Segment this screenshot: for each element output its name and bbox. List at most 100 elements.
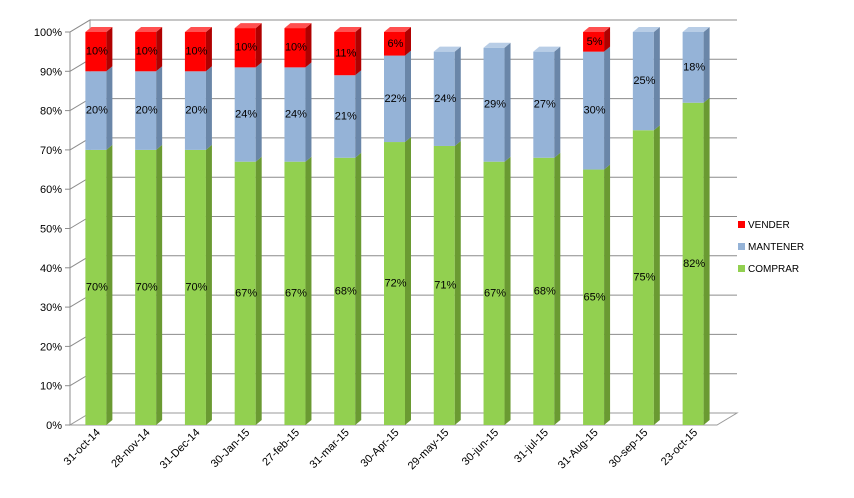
bar-segment-comprar	[483, 161, 505, 425]
bar-top-vender	[234, 23, 262, 29]
bar-segment-comprar	[682, 102, 704, 426]
data-label-mantener: 20%	[86, 105, 108, 117]
bar-segment-mantener	[632, 32, 654, 131]
bar-side-vender	[156, 27, 163, 72]
data-label-comprar: 71%	[434, 279, 456, 291]
x-tick-label: 30-Apr-15	[359, 427, 402, 470]
bar-top-vender	[135, 27, 163, 32]
bar-segment-comprar	[135, 149, 157, 425]
y-tick-label: 60%	[40, 184, 62, 196]
x-tick-label: 31-oct-14	[62, 427, 103, 468]
bar-top-mantener	[483, 42, 511, 48]
data-label-vender: 10%	[86, 46, 108, 58]
bar-side-comprar	[554, 152, 561, 425]
bar-segment-comprar	[433, 145, 455, 425]
data-label-comprar: 67%	[235, 287, 257, 299]
bar-segment-vender	[384, 32, 405, 56]
bar-side-mantener	[504, 42, 511, 162]
bar-segment-mantener	[334, 75, 356, 158]
data-label-comprar: 72%	[384, 278, 406, 290]
bar-segment-mantener	[85, 71, 107, 150]
y-tick-label: 40%	[40, 263, 62, 275]
bar-segment-comprar	[284, 161, 306, 425]
bar-segment-mantener	[533, 51, 555, 158]
data-label-comprar: 67%	[484, 287, 506, 299]
data-label-vender: 10%	[285, 42, 307, 54]
legend-swatch-vender	[738, 221, 745, 228]
bar-side-comprar	[106, 144, 113, 425]
data-label-mantener: 22%	[384, 93, 406, 105]
x-tick-label: 30-sep-15	[607, 427, 651, 471]
y-tick-label: 10%	[40, 381, 62, 393]
bar-side-mantener	[156, 66, 163, 150]
data-label-vender: 10%	[136, 46, 158, 58]
legend-label-mantener: MANTENER	[748, 242, 804, 253]
x-tick-label: 31-mar-15	[307, 427, 351, 471]
bar-segment-comprar	[384, 142, 405, 426]
data-label-mantener: 24%	[235, 109, 257, 121]
y-tick-label: 0%	[46, 420, 62, 432]
bar-segment-mantener	[284, 67, 306, 162]
data-label-mantener: 25%	[633, 75, 655, 87]
bar-segment-mantener	[135, 71, 157, 150]
bar-side-comprar	[156, 144, 163, 425]
y-tick-label: 100%	[34, 27, 62, 39]
legend-swatch-mantener	[738, 243, 745, 250]
bar-top-mantener	[682, 27, 710, 32]
x-tick-label: 27-feb-15	[260, 427, 302, 469]
y-tick-label: 70%	[40, 145, 62, 157]
data-label-comprar: 70%	[86, 281, 108, 293]
y-tick-label: 50%	[40, 224, 62, 236]
legend-label-vender: VENDER	[748, 220, 790, 231]
bar-side-mantener	[703, 27, 710, 103]
bar-side-comprar	[454, 140, 461, 425]
x-tick-label: 30-Jan-15	[209, 427, 253, 471]
bar-side-mantener	[653, 27, 660, 131]
bar-segment-mantener	[234, 67, 256, 162]
bar-top-vender	[284, 23, 312, 29]
x-tick-label: 28-nov-14	[109, 427, 153, 471]
bar-segment-vender	[334, 32, 356, 76]
bar-segment-comprar	[632, 130, 654, 425]
bar-segment-vender	[234, 28, 256, 68]
bar-segment-mantener	[433, 51, 455, 146]
data-label-comprar: 68%	[534, 285, 556, 297]
x-tick-label: 23-oct-15	[659, 427, 700, 468]
bar-top-mantener	[632, 27, 660, 32]
bar-top-vender	[85, 27, 113, 32]
bar-side-comprar	[604, 164, 611, 426]
data-label-mantener: 20%	[185, 105, 207, 117]
bar-segment-vender	[184, 32, 206, 72]
data-label-vender: 10%	[235, 42, 257, 54]
data-label-comprar: 70%	[136, 281, 158, 293]
bar-segment-vender	[284, 28, 306, 68]
bar-top-vender	[384, 27, 411, 32]
bar-side-comprar	[255, 156, 262, 425]
bar-side-mantener	[106, 66, 113, 150]
bar-side-mantener	[604, 46, 611, 170]
legend-label-comprar: COMPRAR	[748, 264, 799, 275]
data-label-mantener: 24%	[285, 109, 307, 121]
x-tick-label: 29-may-15	[406, 427, 452, 473]
bar-side-vender	[205, 27, 212, 72]
bar-top-vender	[583, 27, 611, 32]
bar-side-vender	[305, 23, 312, 68]
bar-segment-mantener	[184, 71, 206, 150]
bar-segment-comprar	[234, 161, 256, 425]
x-tick-label: 31-Dec-14	[158, 427, 203, 472]
y-tick-label: 30%	[40, 302, 62, 314]
bar-segment-comprar	[583, 169, 605, 425]
data-label-mantener: 21%	[335, 110, 357, 122]
bar-segment-comprar	[533, 157, 555, 425]
x-tick-label: 31-jul-15	[512, 427, 551, 466]
data-label-mantener: 20%	[136, 105, 158, 117]
bar-segment-mantener	[682, 32, 704, 103]
data-label-comprar: 65%	[584, 291, 606, 303]
bar-top-mantener	[533, 46, 561, 52]
gridline	[69, 19, 737, 33]
data-label-vender: 11%	[335, 48, 356, 60]
bar-side-vender	[106, 27, 113, 72]
bar-side-mantener	[454, 46, 461, 146]
legend-swatch-comprar	[738, 265, 745, 272]
